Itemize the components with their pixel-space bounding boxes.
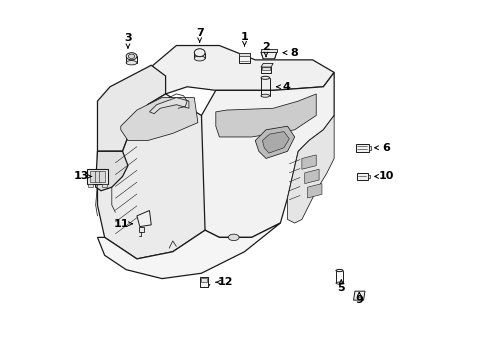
Polygon shape bbox=[200, 277, 208, 287]
Text: 5: 5 bbox=[337, 283, 345, 293]
Polygon shape bbox=[137, 211, 151, 226]
Ellipse shape bbox=[128, 54, 135, 58]
Text: 8: 8 bbox=[289, 48, 297, 58]
Polygon shape bbox=[307, 184, 321, 198]
Text: 2: 2 bbox=[262, 42, 269, 52]
Polygon shape bbox=[86, 169, 108, 184]
Polygon shape bbox=[94, 171, 100, 182]
Polygon shape bbox=[255, 126, 294, 158]
Polygon shape bbox=[88, 184, 93, 187]
Ellipse shape bbox=[126, 60, 137, 65]
Polygon shape bbox=[304, 169, 319, 184]
Text: 12: 12 bbox=[218, 277, 233, 287]
Polygon shape bbox=[97, 223, 280, 279]
Polygon shape bbox=[261, 49, 276, 52]
Polygon shape bbox=[99, 171, 104, 182]
Polygon shape bbox=[262, 132, 289, 153]
Polygon shape bbox=[368, 146, 371, 150]
Polygon shape bbox=[262, 67, 269, 70]
Text: 4: 4 bbox=[282, 82, 290, 92]
Polygon shape bbox=[96, 151, 128, 191]
Polygon shape bbox=[90, 171, 96, 182]
Text: 10: 10 bbox=[378, 171, 393, 181]
Polygon shape bbox=[287, 116, 333, 223]
Text: 1: 1 bbox=[240, 32, 248, 41]
Polygon shape bbox=[367, 175, 369, 178]
Polygon shape bbox=[198, 72, 333, 237]
Polygon shape bbox=[215, 94, 316, 137]
Polygon shape bbox=[97, 65, 165, 151]
Polygon shape bbox=[97, 94, 204, 259]
Ellipse shape bbox=[261, 94, 269, 97]
Ellipse shape bbox=[335, 282, 343, 284]
Text: 13: 13 bbox=[74, 171, 89, 181]
Ellipse shape bbox=[194, 56, 204, 61]
Polygon shape bbox=[301, 155, 316, 169]
Polygon shape bbox=[121, 98, 198, 140]
Polygon shape bbox=[238, 53, 250, 55]
Polygon shape bbox=[261, 52, 276, 59]
Polygon shape bbox=[149, 98, 188, 114]
Polygon shape bbox=[102, 184, 107, 187]
Text: 9: 9 bbox=[355, 295, 363, 305]
Polygon shape bbox=[261, 67, 270, 73]
Text: 6: 6 bbox=[382, 143, 389, 153]
Ellipse shape bbox=[228, 234, 239, 240]
Polygon shape bbox=[261, 63, 273, 67]
Polygon shape bbox=[353, 291, 364, 300]
Ellipse shape bbox=[194, 49, 204, 57]
Polygon shape bbox=[139, 226, 144, 232]
Ellipse shape bbox=[335, 270, 343, 272]
Polygon shape bbox=[356, 173, 367, 180]
Ellipse shape bbox=[261, 76, 269, 79]
Polygon shape bbox=[238, 53, 250, 63]
Polygon shape bbox=[147, 45, 333, 105]
Text: 7: 7 bbox=[195, 28, 203, 38]
Text: 3: 3 bbox=[124, 33, 131, 43]
Ellipse shape bbox=[126, 53, 137, 60]
Polygon shape bbox=[355, 144, 368, 152]
Polygon shape bbox=[201, 278, 207, 282]
Polygon shape bbox=[200, 284, 210, 287]
Text: 11: 11 bbox=[114, 219, 129, 229]
